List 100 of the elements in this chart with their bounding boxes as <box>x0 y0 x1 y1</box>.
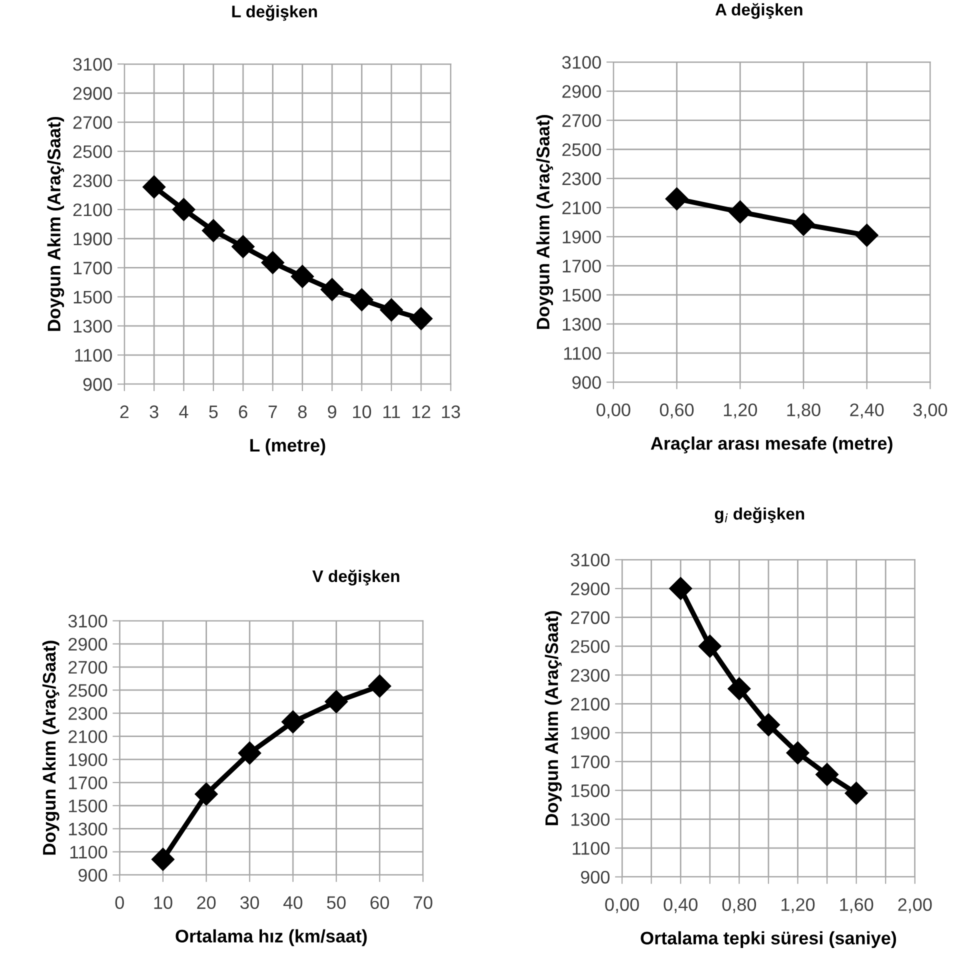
y-tick-label: 2500 <box>562 143 601 156</box>
y-tick-label: 2900 <box>570 582 610 596</box>
x-tick-label: 2,00 <box>898 898 932 914</box>
point <box>855 224 878 247</box>
y-tick-label: 2300 <box>73 174 112 188</box>
point <box>202 219 225 242</box>
y-tick-label: 3100 <box>68 614 108 628</box>
x-tick-label: 60 <box>370 896 389 910</box>
point <box>151 848 174 871</box>
y-tick-label: 1700 <box>562 260 601 272</box>
point <box>324 690 348 714</box>
y-tick-label: 900 <box>580 870 610 884</box>
y-tick-label: 1500 <box>69 800 108 812</box>
chart-title: V değişken <box>312 570 400 586</box>
y-tick-label: 3100 <box>562 56 601 69</box>
x-tick-label: 0,00 <box>596 403 630 418</box>
y-tick-label: 1300 <box>562 318 601 331</box>
x-tick-label: 1,60 <box>840 898 874 914</box>
y-tick-label: 3100 <box>570 554 610 566</box>
y-tick-label: 1300 <box>74 320 112 333</box>
point <box>665 187 688 210</box>
point <box>380 298 403 322</box>
x-tick-label: 0,60 <box>660 403 694 418</box>
point <box>792 212 815 236</box>
x-tick-label: 13 <box>442 405 460 418</box>
chart-title: A değişken <box>715 3 802 19</box>
y-tick-label: 1100 <box>564 347 601 360</box>
y-tick-label: 1100 <box>572 842 610 855</box>
y-tick-label: 1900 <box>74 232 112 246</box>
point <box>728 200 752 224</box>
y-tick-label: 900 <box>83 378 112 391</box>
point <box>172 198 196 222</box>
x-tick-label: 0,80 <box>722 898 756 914</box>
x-tick-label: 2,40 <box>850 403 884 418</box>
x-tick-label: 7 <box>268 406 277 418</box>
point <box>410 307 433 330</box>
y-tick-label: 2300 <box>68 707 108 720</box>
y-tick-label: 1700 <box>571 755 610 768</box>
y-tick-label: 1300 <box>571 813 610 826</box>
x-tick-label: 9 <box>328 405 336 418</box>
point <box>232 235 255 258</box>
y-tick-label: 3100 <box>73 58 112 71</box>
x-tick-label: 30 <box>240 896 259 910</box>
x-tick-label: 4 <box>179 406 188 418</box>
point <box>816 763 839 786</box>
y-tick-label: 1100 <box>70 846 108 859</box>
x-axis-title: Ortalama hız (km/saat) <box>176 929 367 946</box>
x-tick-label: 0 <box>115 896 124 910</box>
y-tick-label: 2700 <box>68 660 108 674</box>
chart-title: g$_{i}$ değişken <box>714 507 804 524</box>
x-tick-label: 50 <box>327 896 346 910</box>
y-tick-label: 2500 <box>570 640 610 653</box>
x-tick-label: 5 <box>209 406 218 418</box>
x-tick-label: 3,00 <box>913 403 948 418</box>
x-tick-label: 10 <box>154 896 172 910</box>
y-tick-label: 2500 <box>73 145 112 158</box>
point <box>238 742 262 765</box>
y-tick-label: 1900 <box>69 753 108 766</box>
point <box>728 677 751 700</box>
x-tick-label: 1,20 <box>782 898 815 914</box>
y-tick-label: 1500 <box>571 784 610 798</box>
point <box>669 577 692 600</box>
x-axis-title: Ortalama tepki süresi (saniye) <box>640 931 896 948</box>
point <box>350 288 374 312</box>
point <box>844 782 868 805</box>
x-tick-label: 1,80 <box>787 403 820 418</box>
y-tick-label: 2900 <box>562 85 601 98</box>
y-tick-label: 2700 <box>570 611 610 624</box>
point <box>142 175 166 198</box>
y-tick-label: 1100 <box>75 348 112 362</box>
x-axis-title: Araçlar arası mesafe (metre) <box>650 436 892 454</box>
x-tick-label: 3 <box>150 405 158 418</box>
point <box>786 741 810 764</box>
x-tick-label: 1,20 <box>724 403 758 418</box>
y-tick-label: 2300 <box>562 172 601 186</box>
x-tick-label: 20 <box>197 896 216 910</box>
point <box>368 674 392 698</box>
y-tick-label: 900 <box>78 868 108 882</box>
y-tick-label: 2100 <box>562 202 601 214</box>
x-tick-label: 11 <box>383 406 400 418</box>
chart-title: L değişken <box>232 5 317 21</box>
x-tick-label: 8 <box>298 405 307 418</box>
y-tick-label: 2500 <box>68 684 108 697</box>
y-tick-label: 1700 <box>74 262 112 274</box>
y-axis-title: Doygun Akım (Araç/Saat) <box>536 115 554 329</box>
y-tick-label: 2900 <box>68 638 108 651</box>
y-tick-label: 1900 <box>562 230 601 244</box>
y-tick-label: 2100 <box>68 730 108 744</box>
x-tick-label: 6 <box>238 405 248 418</box>
y-axis-title: Doygun Akım (Araç/Saat) <box>544 611 562 826</box>
x-tick-label: 40 <box>283 896 302 910</box>
y-axis-title: Doygun Akım (Araç/Saat) <box>47 116 64 331</box>
y-tick-label: 1500 <box>74 290 112 304</box>
y-tick-label: 2700 <box>73 116 112 129</box>
point <box>320 278 344 302</box>
point <box>290 264 314 288</box>
point <box>194 782 218 806</box>
x-tick-label: 0,40 <box>664 898 698 914</box>
y-tick-label: 1500 <box>562 288 601 302</box>
y-tick-label: 2100 <box>73 203 112 216</box>
